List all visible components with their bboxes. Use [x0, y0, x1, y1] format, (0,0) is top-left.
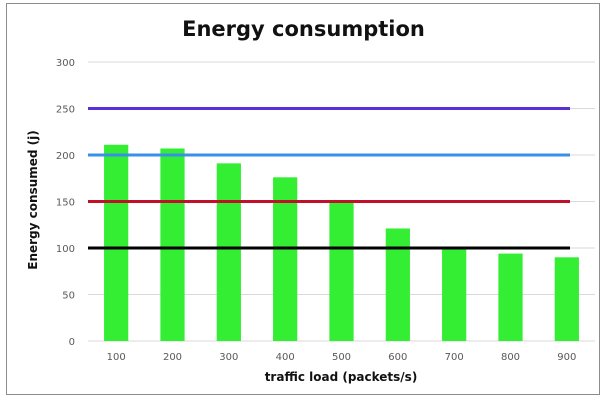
bar: [329, 202, 354, 341]
x-tick-label: 400: [276, 352, 295, 363]
y-tick-label: 50: [62, 291, 75, 302]
bar: [273, 177, 298, 341]
x-tick-label: 500: [332, 352, 351, 363]
y-tick-label: 0: [69, 337, 75, 348]
x-tick-label: 800: [501, 352, 520, 363]
x-tick-label: 700: [445, 352, 464, 363]
bar-layer: [104, 144, 579, 341]
y-tick-label: 200: [56, 151, 75, 162]
x-axis-title: traffic load (packets/s): [265, 370, 418, 384]
bar: [216, 163, 241, 341]
x-tick-label: 100: [107, 352, 126, 363]
bar: [385, 228, 410, 341]
bar: [104, 144, 129, 341]
x-tick-label: 300: [219, 352, 238, 363]
chart-title: Energy consumption: [182, 17, 425, 41]
y-axis-title: Energy consumed (j): [26, 130, 40, 269]
y-tick-label: 300: [56, 58, 75, 69]
bar: [160, 148, 185, 341]
bar: [498, 253, 523, 341]
reference-line-layer: [88, 107, 570, 250]
x-tick-label: 200: [163, 352, 182, 363]
tick-label-layer: 0 50 100 150 200 250 300 100 200 300 400 500 600 700 8…: [56, 58, 576, 363]
x-tick-label: 600: [388, 352, 407, 363]
x-tick-label: 900: [557, 352, 576, 363]
bar: [442, 248, 467, 341]
y-tick-label: 150: [56, 198, 75, 209]
y-tick-label: 100: [56, 244, 75, 255]
y-tick-label: 250: [56, 105, 75, 116]
bar: [554, 257, 579, 341]
